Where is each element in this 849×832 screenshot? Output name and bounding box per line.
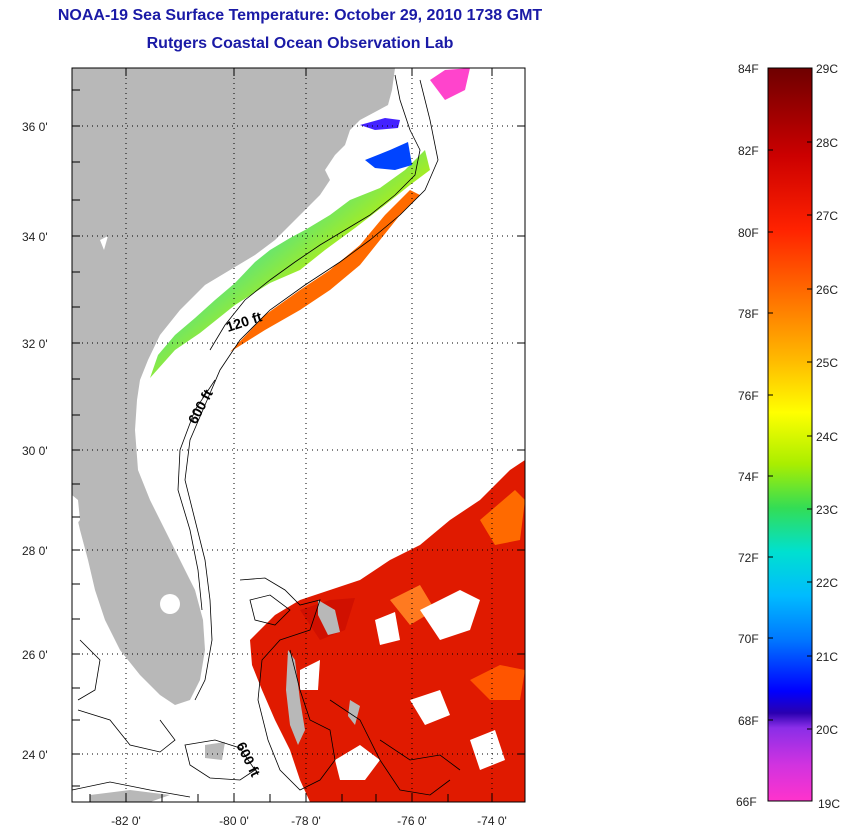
- cb-c-29: 29C: [816, 62, 838, 76]
- lat-label-28: 28 0': [22, 544, 48, 558]
- lat-label-26: 26 0': [22, 648, 48, 662]
- land-us-southeast: [72, 68, 395, 705]
- cb-c-21: 21C: [816, 650, 838, 664]
- lon-label-80: -80 0': [219, 814, 249, 828]
- map-frame: [71, 67, 526, 803]
- lat-label-24: 24 0': [22, 748, 48, 762]
- map-area: [72, 68, 525, 802]
- cb-f-70: 70F: [738, 632, 759, 646]
- cb-f-78: 78F: [738, 307, 759, 321]
- sst-gulfstream-edge: [230, 190, 420, 352]
- cb-f-72: 72F: [738, 551, 759, 565]
- pamlico-sound: [365, 142, 412, 170]
- map-subtitle: Rutgers Coastal Ocean Observation Lab: [146, 35, 454, 52]
- cb-f-76: 76F: [738, 389, 759, 403]
- lat-label-34: 34 0': [22, 230, 48, 244]
- cb-c-23: 23C: [816, 503, 838, 517]
- cb-c-27: 27C: [816, 209, 838, 223]
- lat-label-30: 30 0': [22, 444, 48, 458]
- lat-label-32: 32 0': [22, 337, 48, 351]
- cb-c-25: 25C: [816, 356, 838, 370]
- cb-c-28: 28C: [816, 136, 838, 150]
- cb-c-24: 24C: [816, 430, 838, 444]
- lon-label-78: -78 0': [291, 814, 321, 828]
- land-bahamas: [286, 650, 305, 745]
- lon-label-82: -82 0': [111, 814, 141, 828]
- cb-f-80: 80F: [738, 226, 759, 240]
- lat-label-36: 36 0': [22, 120, 48, 134]
- lon-label-74: -74 0': [477, 814, 507, 828]
- cb-c-26: 26C: [816, 283, 838, 297]
- map-title: NOAA-19 Sea Surface Temperature: October…: [57, 7, 543, 24]
- colorbar-ticks: [768, 141, 812, 730]
- cb-c-22: 22C: [816, 576, 838, 590]
- colorbar: [767, 67, 813, 802]
- cb-f-68: 68F: [738, 714, 759, 728]
- lon-label-76: -76 0': [397, 814, 427, 828]
- map-grid: [72, 68, 525, 802]
- map-ticks: [72, 68, 525, 802]
- cb-c-20: 20C: [816, 723, 838, 737]
- cb-f-74: 74F: [738, 470, 759, 484]
- cb-f-82: 82F: [738, 144, 759, 158]
- cb-f-66: 66F: [736, 795, 757, 809]
- cb-c-19: 19C: [818, 797, 840, 811]
- cb-f-84: 84F: [738, 62, 759, 76]
- sst-swath-north: [150, 150, 430, 378]
